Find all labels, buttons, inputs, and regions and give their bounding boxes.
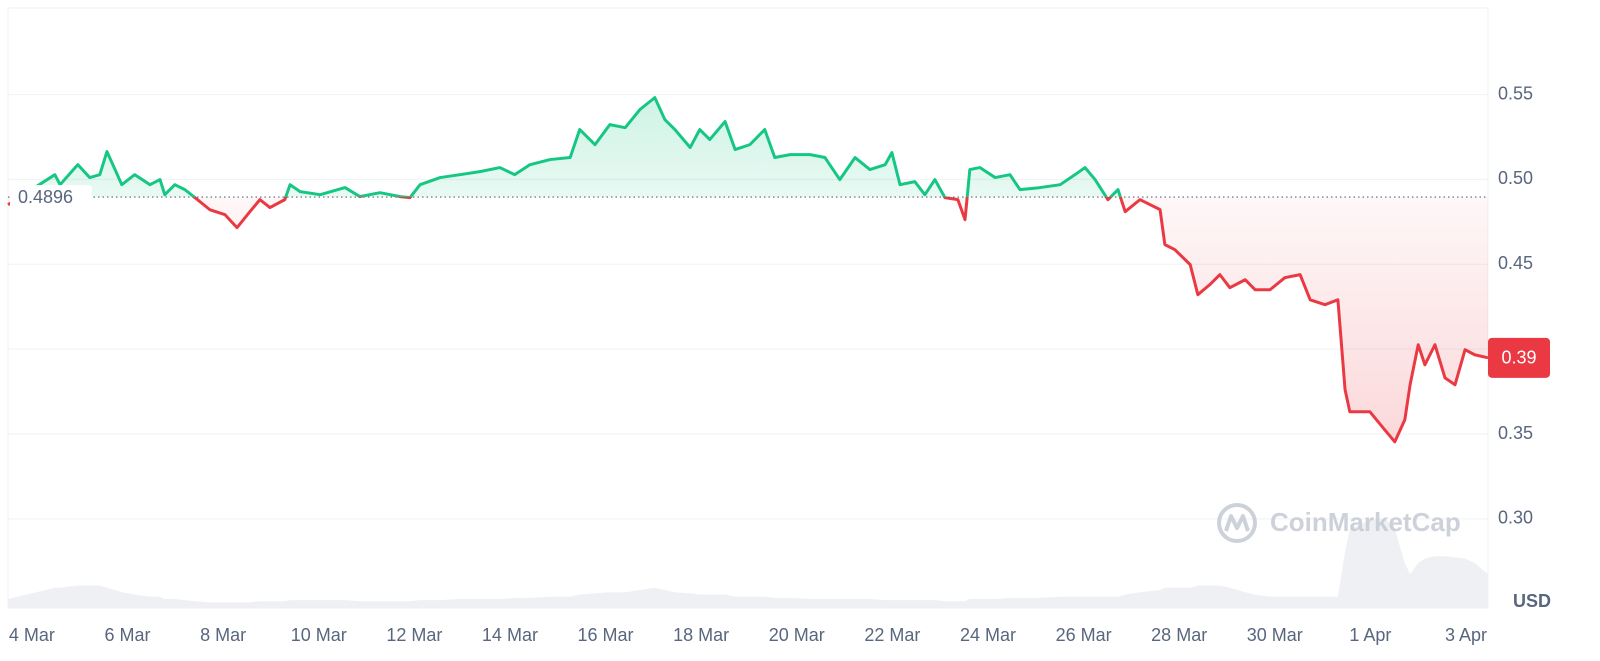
y-tick-label: 0.45: [1498, 253, 1533, 273]
watermark-logo-mark: [1224, 514, 1250, 532]
x-tick-label: 16 Mar: [578, 625, 634, 645]
y-tick-label: 0.50: [1498, 168, 1533, 188]
x-tick-label: 14 Mar: [482, 625, 538, 645]
x-tick-label: 10 Mar: [291, 625, 347, 645]
x-tick-label: 20 Mar: [769, 625, 825, 645]
volume-area: [8, 518, 1488, 608]
y-tick-label: 0.30: [1498, 508, 1533, 528]
y-tick-label: 0.35: [1498, 423, 1533, 443]
y-tick-label: 0.55: [1498, 83, 1533, 103]
x-tick-label: 3 Apr: [1445, 625, 1487, 645]
x-tick-label: 30 Mar: [1247, 625, 1303, 645]
x-tick-label: 6 Mar: [105, 625, 151, 645]
volume-layer: [8, 518, 1488, 608]
x-tick-label: 22 Mar: [864, 625, 920, 645]
x-tick-label: 26 Mar: [1056, 625, 1112, 645]
baseline-label-bg: [10, 185, 92, 210]
price-area: [8, 97, 1488, 442]
x-tick-label: 4 Mar: [9, 625, 55, 645]
x-tick-label: 12 Mar: [386, 625, 442, 645]
watermark: CoinMarketCap: [1217, 503, 1461, 543]
watermark-logo: [1217, 503, 1257, 543]
last-price-label: 0.39: [1501, 348, 1536, 368]
currency-label: USD: [1513, 591, 1551, 611]
price-line: [7, 96, 1489, 444]
x-tick-label: 1 Apr: [1349, 625, 1391, 645]
plot-frame: [7, 7, 1489, 609]
x-tick-label: 18 Mar: [673, 625, 729, 645]
price-layer: 0.4896: [7, 96, 1489, 444]
watermark-text: CoinMarketCap: [1270, 507, 1461, 537]
x-tick-label: 28 Mar: [1151, 625, 1207, 645]
x-tick-label: 24 Mar: [960, 625, 1016, 645]
x-tick-label: 8 Mar: [200, 625, 246, 645]
baseline-label: 0.4896: [18, 187, 73, 207]
last-price-tag: [1488, 337, 1550, 378]
